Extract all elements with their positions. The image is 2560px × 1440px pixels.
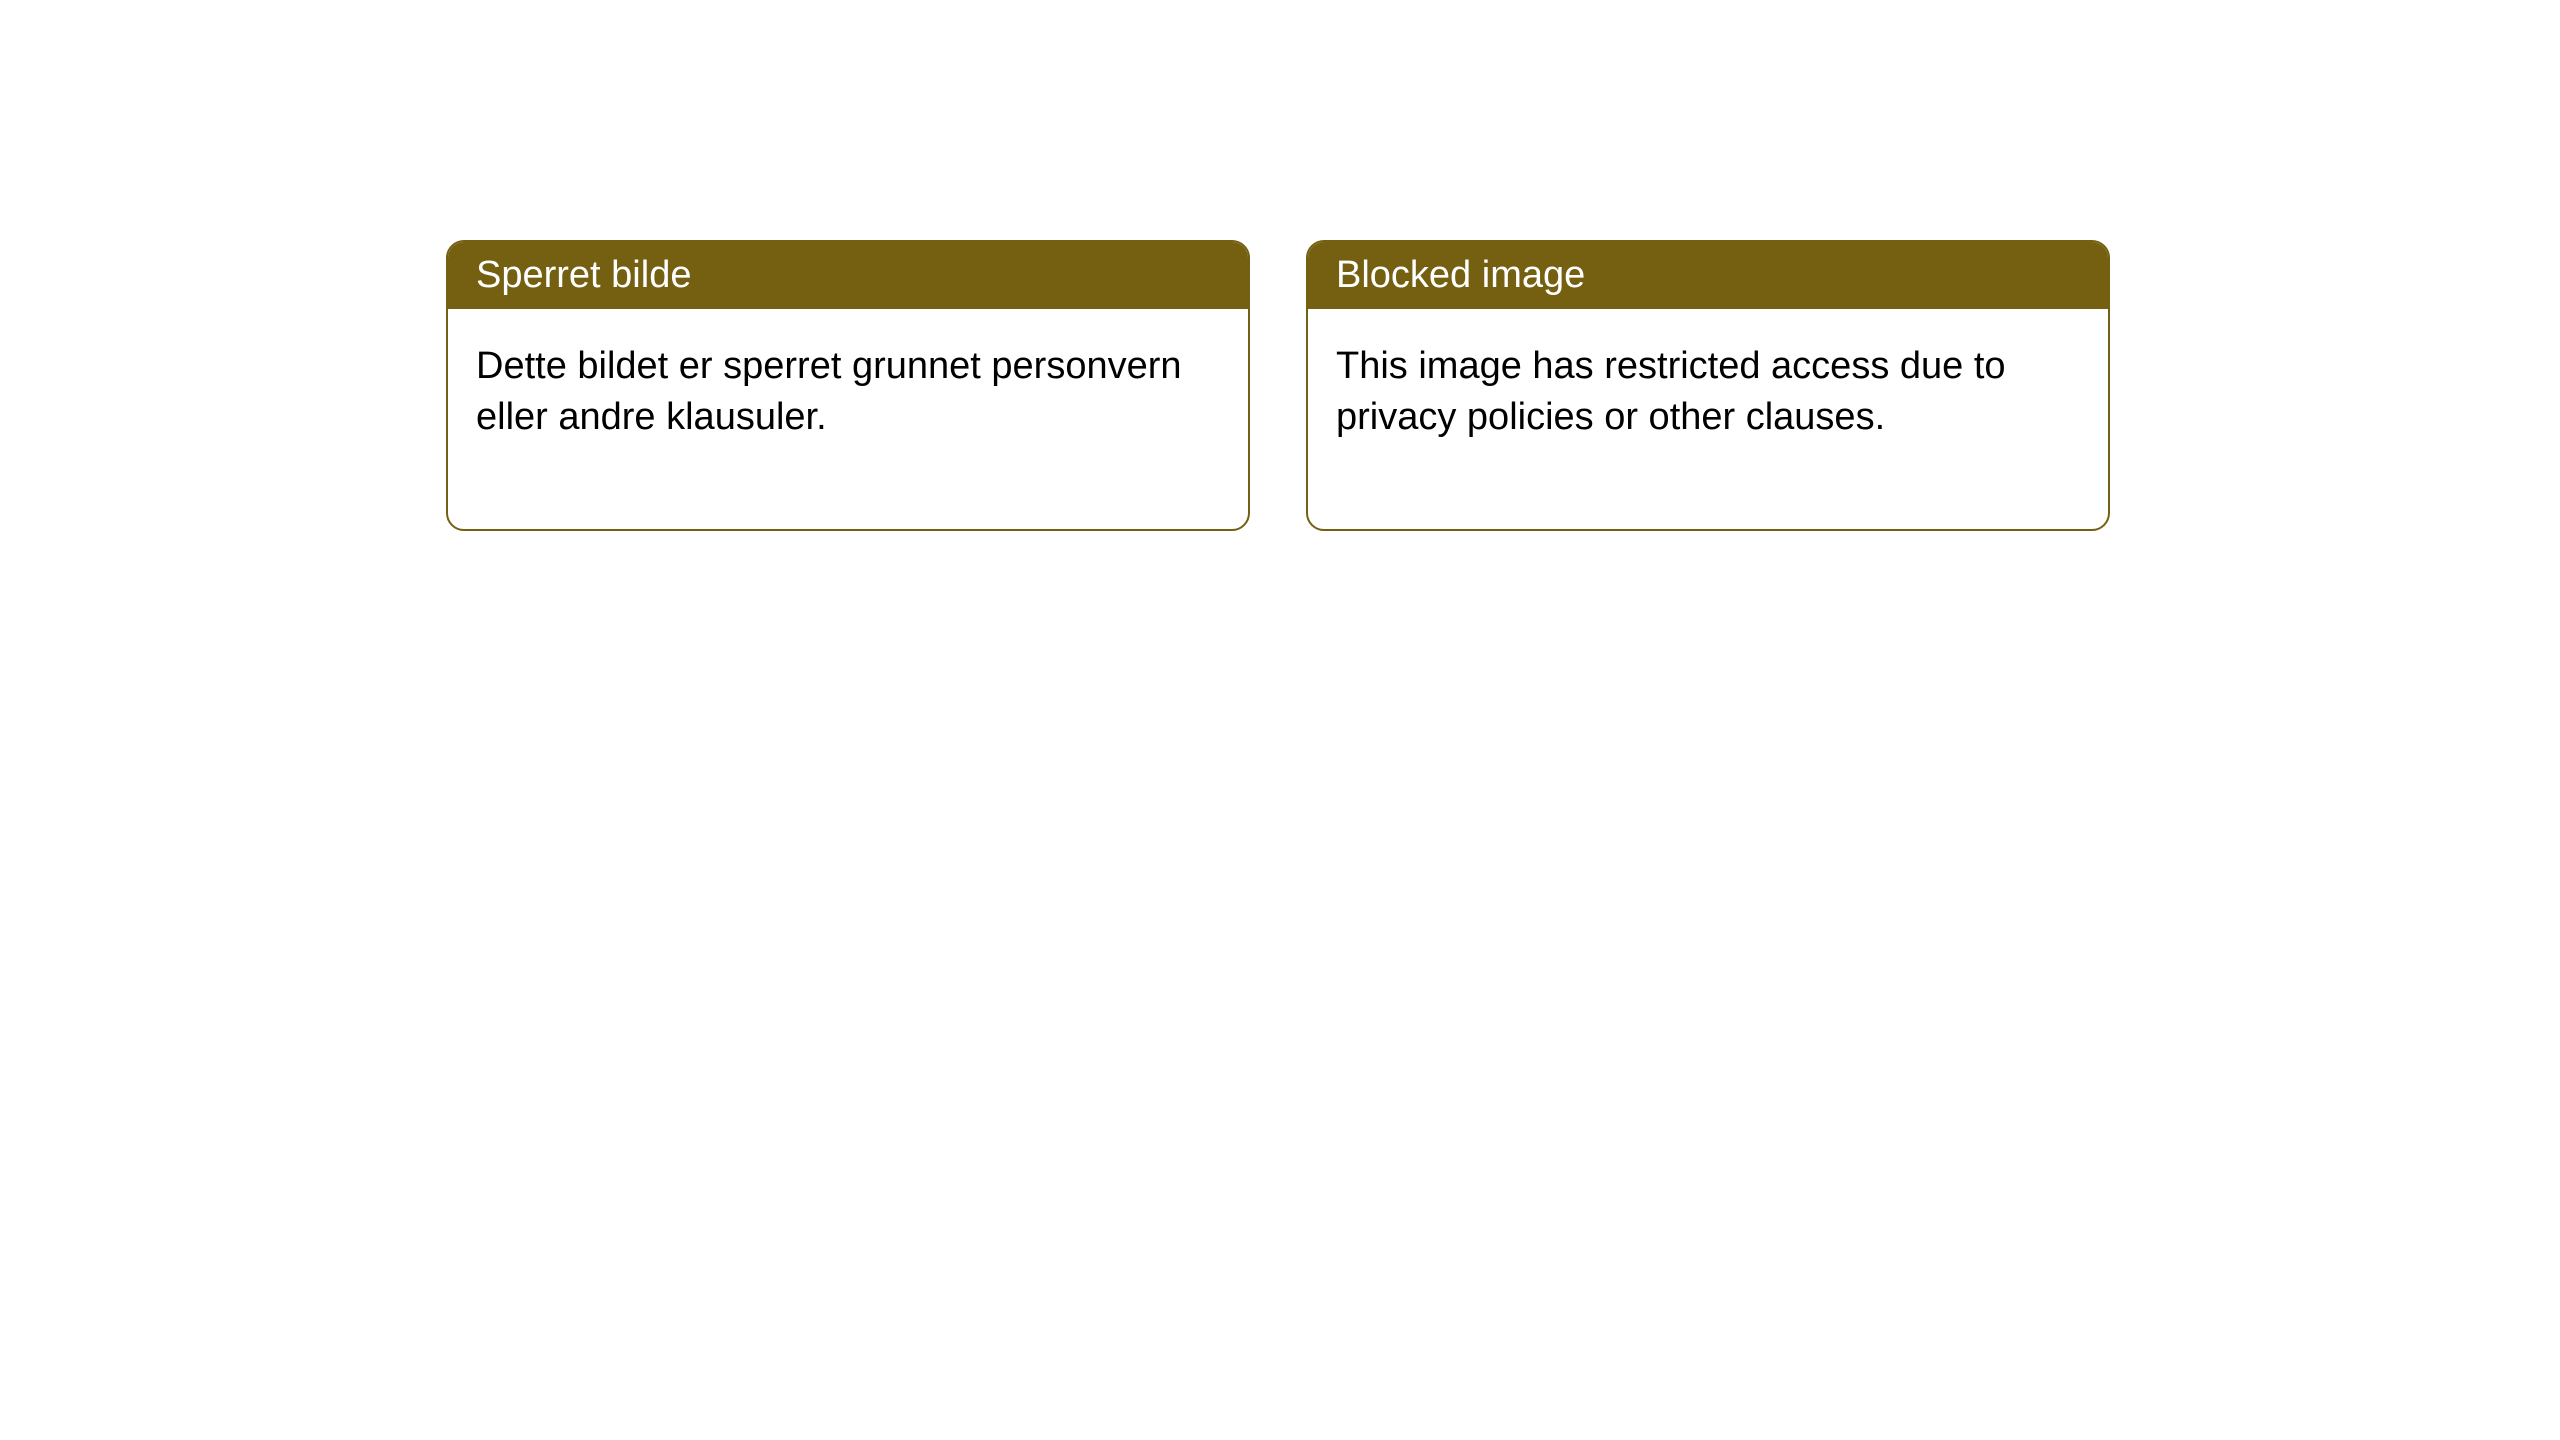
- card-header-english: Blocked image: [1308, 242, 2108, 309]
- blocked-image-card-norwegian: Sperret bilde Dette bildet er sperret gr…: [446, 240, 1250, 531]
- notice-container: Sperret bilde Dette bildet er sperret gr…: [0, 0, 2560, 531]
- card-message-english: This image has restricted access due to …: [1336, 345, 2006, 438]
- card-header-norwegian: Sperret bilde: [448, 242, 1248, 309]
- card-title-norwegian: Sperret bilde: [476, 254, 691, 296]
- blocked-image-card-english: Blocked image This image has restricted …: [1306, 240, 2110, 531]
- card-body-english: This image has restricted access due to …: [1308, 309, 2108, 529]
- card-title-english: Blocked image: [1336, 254, 1585, 296]
- card-body-norwegian: Dette bildet er sperret grunnet personve…: [448, 309, 1248, 529]
- card-message-norwegian: Dette bildet er sperret grunnet personve…: [476, 345, 1182, 438]
